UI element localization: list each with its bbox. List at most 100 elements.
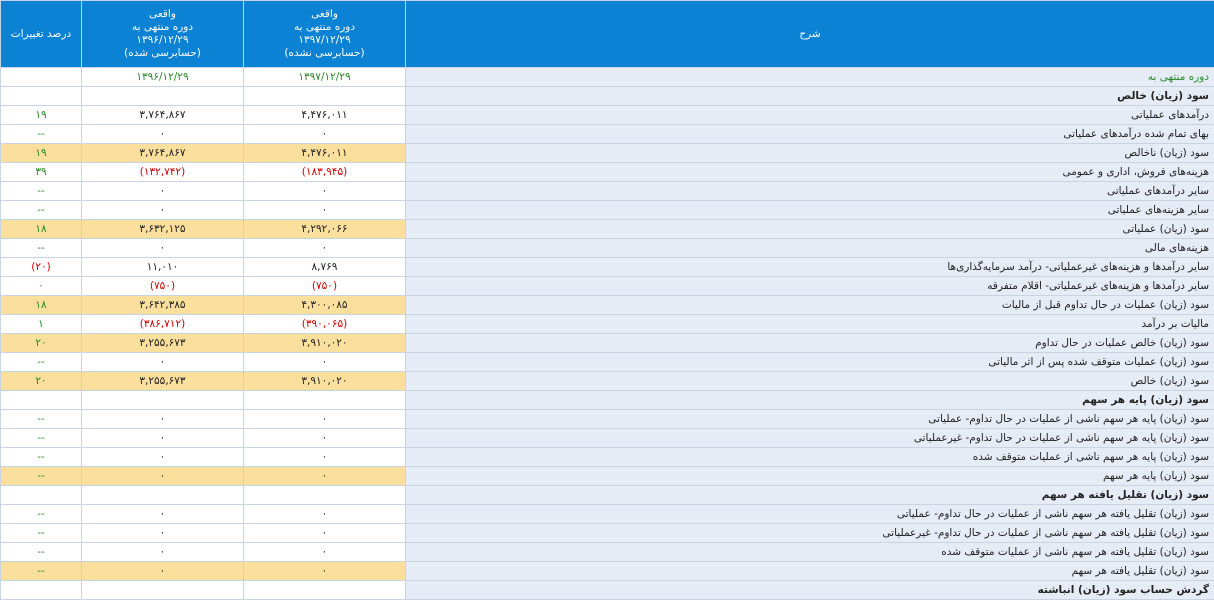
table-row: -- ۰ ۰ سود (زیان) تقلیل یافته هر سهم (0, 561, 1214, 581)
table-row: ۱۸ ۳,۶۴۲,۳۸۵ ۴,۳۰۰,۰۸۵ سود (زیان) عملیات در… (0, 295, 1214, 315)
curr-period-cell: ۴,۲۹۲,۰۶۶ (243, 219, 406, 239)
change-percent-cell (0, 485, 82, 505)
curr-period-cell: ۰ (243, 523, 406, 543)
curr-period-cell: ۰ (243, 542, 406, 562)
prev-period-cell: ۰ (81, 124, 244, 144)
header-curr-period: واقعی دوره منتهی به ۱۳۹۷/۱۲/۲۹ (حسابرسی … (243, 0, 406, 68)
header-curr-line3: ۱۳۹۷/۱۲/۲۹ (298, 34, 351, 46)
header-desc-label: شرح (799, 27, 821, 40)
row-description: سود (زیان) عملیات متوقف شده پس از اثر ما… (405, 352, 1214, 372)
prev-period-cell (81, 485, 244, 505)
curr-period-cell (243, 580, 406, 600)
curr-period-cell: ۸,۷۶۹ (243, 257, 406, 277)
table-row: -- ۰ ۰ سایر هزینه‌های عملیاتی (0, 200, 1214, 220)
row-description: سود (زیان) تقلیل یافته هر سهم (405, 485, 1214, 505)
row-description: هزینه‌های مالی (405, 238, 1214, 258)
table-row: ۳۹ (۱۳۲,۷۴۲) (۱۸۳,۹۴۵) هزینه‌های فروش، ادار… (0, 162, 1214, 182)
prev-period-cell: ۰ (81, 447, 244, 467)
change-percent-cell (0, 580, 82, 600)
header-prev-period: واقعی دوره منتهی به ۱۳۹۶/۱۲/۲۹ (حسابرسی … (81, 0, 244, 68)
row-description: سود (زیان) خالص (405, 371, 1214, 391)
table-row: ۰ (۷۵۰) (۷۵۰) سایر درآمدها و هزینه‌های غیرع… (0, 276, 1214, 296)
curr-period-cell: ۰ (243, 447, 406, 467)
prev-period-cell: (۱۳۲,۷۴۲) (81, 162, 244, 182)
curr-period-cell: ۰ (243, 466, 406, 486)
header-change-label: درصد تغییرات (10, 27, 72, 40)
change-percent-cell: -- (0, 523, 82, 543)
curr-period-cell: ۱۳۹۷/۱۲/۲۹ (243, 67, 406, 87)
table-row: سود (زیان) خالص (0, 86, 1214, 106)
prev-period-cell: ۰ (81, 238, 244, 258)
row-description: سود (زیان) پایه هر سهم ناشی از عملیات مت… (405, 447, 1214, 467)
curr-period-cell (243, 86, 406, 106)
table-row: ۲۰ ۳,۲۵۵,۶۷۳ ۳,۹۱۰,۰۲۰ سود (زیان) خالص (0, 371, 1214, 391)
table-row: ۲۰ ۳,۲۵۵,۶۷۳ ۳,۹۱۰,۰۲۰ سود (زیان) خالص عملی… (0, 333, 1214, 353)
curr-period-cell: ۰ (243, 238, 406, 258)
row-description: سود (زیان) خالص عملیات در حال تداوم (405, 333, 1214, 353)
row-description: سود (زیان) تقلیل یافته هر سهم ناشی از عم… (405, 542, 1214, 562)
table-row: (۲۰) ۱۱,۰۱۰ ۸,۷۶۹ سایر درآمدها و هزینه‌های … (0, 257, 1214, 277)
prev-period-cell: ۰ (81, 200, 244, 220)
change-percent-cell: ۲۰ (0, 333, 82, 353)
table-row: -- ۰ ۰ سود (زیان) پایه هر سهم ناشی از عملیا… (0, 428, 1214, 448)
change-percent-cell: -- (0, 466, 82, 486)
table-row: -- ۰ ۰ هزینه‌های مالی (0, 238, 1214, 258)
prev-period-cell (81, 86, 244, 106)
row-description: درآمدهای عملیاتی (405, 105, 1214, 125)
prev-period-cell: ۱۳۹۶/۱۲/۲۹ (81, 67, 244, 87)
curr-period-cell (243, 390, 406, 410)
curr-period-cell (243, 485, 406, 505)
curr-period-cell: ۳,۹۱۰,۰۲۰ (243, 371, 406, 391)
curr-period-cell: ۰ (243, 352, 406, 372)
change-percent-cell: -- (0, 561, 82, 581)
table-row: سود (زیان) تقلیل یافته هر سهم (0, 485, 1214, 505)
table-row: ۱۳۹۶/۱۲/۲۹ ۱۳۹۷/۱۲/۲۹ دوره منتهی به (0, 67, 1214, 87)
header-row: درصد تغییرات واقعی دوره منتهی به ۱۳۹۶/۱۲… (0, 0, 1214, 68)
prev-period-cell: ۳,۶۴۲,۳۸۵ (81, 295, 244, 315)
header-description: شرح (405, 0, 1214, 68)
header-curr-line2: دوره منتهی به (293, 21, 356, 33)
change-percent-cell: -- (0, 409, 82, 429)
table-row: -- ۰ ۰ سود (زیان) پایه هر سهم ناشی از عملیا… (0, 447, 1214, 467)
curr-period-cell: (۱۸۳,۹۴۵) (243, 162, 406, 182)
curr-period-cell: ۰ (243, 409, 406, 429)
table-row: سود (زیان) پایه هر سهم (0, 390, 1214, 410)
change-percent-cell: ۱۸ (0, 295, 82, 315)
table-row: -- ۰ ۰ سود (زیان) پایه هر سهم ناشی از عملیا… (0, 409, 1214, 429)
row-description: مالیات بر درآمد (405, 314, 1214, 334)
prev-period-cell: ۳,۷۶۴,۸۶۷ (81, 143, 244, 163)
change-percent-cell: (۲۰) (0, 257, 82, 277)
row-description: سود (زیان) تقلیل یافته هر سهم (405, 561, 1214, 581)
row-description: سود (زیان) خالص (405, 86, 1214, 106)
change-percent-cell: -- (0, 504, 82, 524)
table-row: -- ۰ ۰ سود (زیان) تقلیل یافته هر سهم ناشی ا… (0, 542, 1214, 562)
curr-period-cell: ۳,۹۱۰,۰۲۰ (243, 333, 406, 353)
prev-period-cell: ۳,۷۶۴,۸۶۷ (81, 105, 244, 125)
row-description: سود (زیان) عملیات در حال تداوم قبل از ما… (405, 295, 1214, 315)
row-description: سود (زیان) تقلیل یافته هر سهم ناشی از عم… (405, 504, 1214, 524)
table-row: -- ۰ ۰ سود (زیان) تقلیل یافته هر سهم ناشی ا… (0, 504, 1214, 524)
row-description: سود (زیان) ناخالص (405, 143, 1214, 163)
row-description: سود (زیان) پایه هر سهم (405, 466, 1214, 486)
table-row: ۱ (۳۸۶,۷۱۲) (۳۹۰,۰۶۵) مالیات بر درآمد (0, 314, 1214, 334)
table-row: ۱۸ ۳,۶۳۲,۱۲۵ ۴,۲۹۲,۰۶۶ سود (زیان) عملیاتی (0, 219, 1214, 239)
prev-period-cell: ۰ (81, 352, 244, 372)
change-percent-cell: -- (0, 238, 82, 258)
change-percent-cell: ۲۰ (0, 371, 82, 391)
change-percent-cell: ۱۸ (0, 219, 82, 239)
change-percent-cell (0, 86, 82, 106)
change-percent-cell: -- (0, 428, 82, 448)
header-prev-line1: واقعی (149, 8, 176, 20)
header-prev-line3: ۱۳۹۶/۱۲/۲۹ (136, 34, 189, 46)
change-percent-cell: -- (0, 124, 82, 144)
row-description: هزینه‌های فروش، اداری و عمومی (405, 162, 1214, 182)
row-description: سود (زیان) پایه هر سهم (405, 390, 1214, 410)
header-prev-line2: دوره منتهی به (131, 21, 194, 33)
header-curr-line1: واقعی (311, 8, 338, 20)
header-change-percent: درصد تغییرات (0, 0, 82, 68)
change-percent-cell: -- (0, 181, 82, 201)
table-row: -- ۰ ۰ سود (زیان) پایه هر سهم (0, 466, 1214, 486)
prev-period-cell: (۷۵۰) (81, 276, 244, 296)
table-body: ۱۳۹۶/۱۲/۲۹ ۱۳۹۷/۱۲/۲۹ دوره منتهی به سود (زی… (0, 67, 1214, 600)
